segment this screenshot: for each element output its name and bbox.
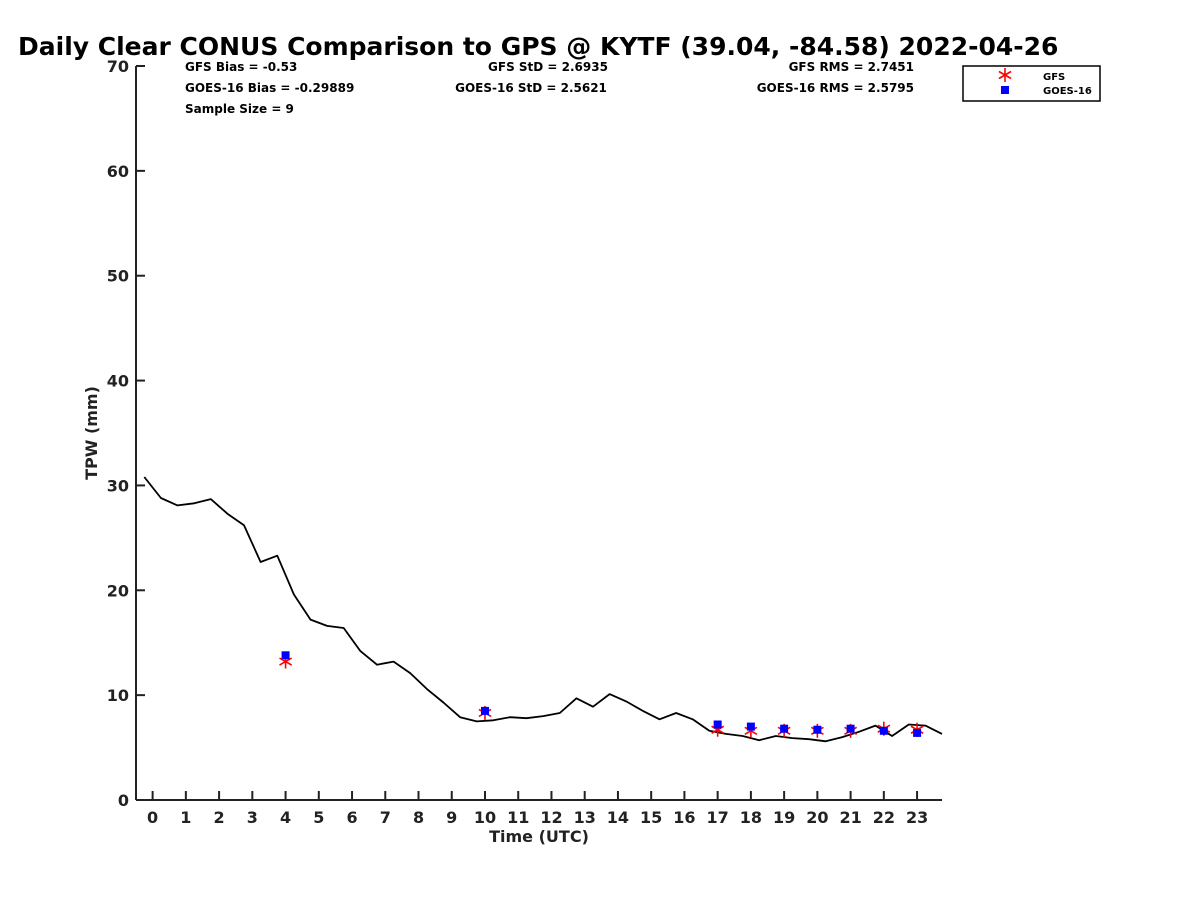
legend-gfs-label: GFS [1043, 72, 1065, 83]
y-tick-label: 60 [107, 162, 129, 181]
legend-gfs-asterisk [998, 68, 1012, 82]
stats-block: GFS Bias = -0.53 GOES-16 Bias = -0.29889… [185, 60, 914, 116]
legend-box [962, 65, 1101, 102]
x-tick-label: 23 [906, 808, 928, 827]
legend-gfs-asterisk-icon [998, 68, 1012, 82]
x-tick-label: 4 [280, 808, 291, 827]
y-axis-label: TPW (mm) [82, 386, 101, 480]
plot-area [143, 476, 943, 743]
x-tick-label: 21 [839, 808, 861, 827]
x-tick-label: 18 [740, 808, 762, 827]
x-axis-label: Time (UTC) [489, 827, 589, 846]
legend: GFS GOES-16 [962, 65, 1101, 102]
x-tick-label: 0 [147, 808, 158, 827]
goes-point [281, 651, 290, 660]
gfs-bias-text: GFS Bias = -0.53 [185, 60, 297, 74]
x-tick-label: 5 [313, 808, 324, 827]
goes-point [780, 724, 789, 733]
x-tick-label: 1 [180, 808, 191, 827]
gfs-rms-text: GFS RMS = 2.7451 [789, 60, 914, 74]
legend-goes-square [1001, 86, 1009, 94]
x-tick-label: 15 [640, 808, 662, 827]
x-tick-label: 16 [673, 808, 695, 827]
goes-point [746, 722, 755, 731]
goes-point [813, 725, 822, 734]
goes-rms-text: GOES-16 RMS = 2.5795 [757, 81, 914, 95]
x-tick-label: 12 [540, 808, 562, 827]
x-tick-label: 22 [873, 808, 895, 827]
gps-series-line [143, 476, 943, 743]
y-tick-label: 50 [107, 267, 129, 286]
x-tick-label: 8 [413, 808, 424, 827]
goes-point [846, 724, 855, 733]
x-tick-label: 11 [507, 808, 529, 827]
y-tick-label: 40 [107, 372, 129, 391]
x-tick-label: 20 [806, 808, 828, 827]
x-tick-label: 10 [474, 808, 496, 827]
x-tick-label: 3 [247, 808, 258, 827]
y-tick-label: 0 [118, 791, 129, 810]
legend-goes-square-icon [1001, 86, 1009, 94]
goes-bias-text: GOES-16 Bias = -0.29889 [185, 81, 354, 95]
goes-point [913, 728, 922, 737]
x-tick-label: 9 [446, 808, 457, 827]
y-tick-label: 70 [107, 57, 129, 76]
x-tick-label: 17 [707, 808, 729, 827]
x-tick-label: 2 [214, 808, 225, 827]
chart-title: Daily Clear CONUS Comparison to GPS @ KY… [18, 32, 1058, 61]
x-tick-label: 19 [773, 808, 795, 827]
legend-goes-label: GOES-16 [1043, 86, 1092, 97]
y-tick-label: 20 [107, 581, 129, 600]
x-tick-label: 14 [607, 808, 629, 827]
x-tick-label: 6 [346, 808, 357, 827]
y-tick-label: 10 [107, 686, 129, 705]
y-tick-label: 30 [107, 476, 129, 495]
x-tick-label: 7 [380, 808, 391, 827]
sample-size-text: Sample Size = 9 [185, 102, 294, 116]
goes-std-text: GOES-16 StD = 2.5621 [455, 81, 607, 95]
x-tick-label: 13 [574, 808, 596, 827]
gfs-std-text: GFS StD = 2.6935 [488, 60, 608, 74]
goes-point [713, 720, 722, 729]
goes-point [480, 706, 489, 715]
goes-point [879, 726, 888, 735]
